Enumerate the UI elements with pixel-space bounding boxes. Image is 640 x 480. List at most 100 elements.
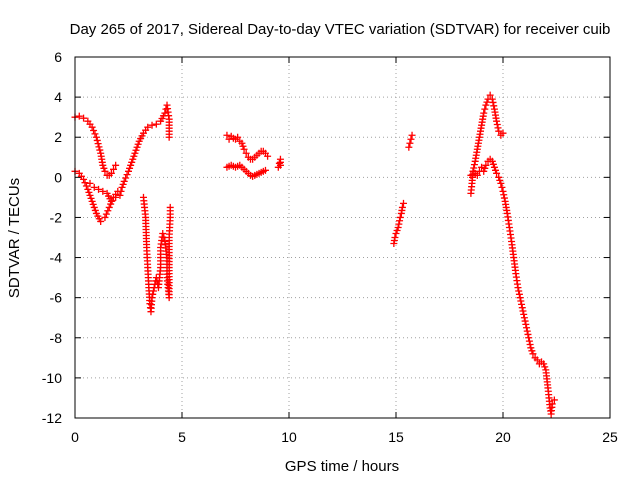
data-point-marker [523, 327, 531, 335]
data-point-marker [406, 139, 414, 147]
data-point-marker [520, 314, 528, 322]
data-point-marker [486, 91, 494, 99]
data-point-marker [92, 133, 100, 141]
data-point-marker [149, 290, 157, 298]
data-point-marker [81, 179, 89, 187]
data-point-marker [482, 101, 490, 109]
data-point-marker [120, 177, 128, 185]
data-point-marker [495, 173, 503, 181]
data-point-marker [276, 161, 284, 169]
data-point-marker [517, 297, 525, 305]
data-point-marker [93, 136, 101, 144]
data-point-marker [95, 143, 103, 151]
data-point-marker [500, 191, 508, 199]
y-tick-label: -12 [42, 410, 62, 426]
data-point-marker [97, 217, 105, 225]
data-point-marker [483, 98, 491, 106]
data-point-marker [533, 356, 541, 364]
data-point-marker [488, 95, 496, 103]
data-point-marker [144, 123, 152, 131]
data-point-marker [481, 164, 489, 172]
data-point-marker [99, 161, 107, 169]
data-point-marker [91, 206, 99, 214]
data-point-marker [89, 200, 97, 208]
data-point-marker [96, 146, 104, 154]
data-point-marker [522, 320, 530, 328]
data-point-marker [130, 152, 138, 160]
data-point-marker [104, 207, 112, 215]
chart-title: Day 265 of 2017, Sidereal Day-to-day VTE… [70, 21, 611, 38]
y-tick-label: -4 [50, 250, 63, 266]
data-point-marker [134, 140, 142, 148]
data-point-marker [148, 121, 156, 129]
data-point-marker [481, 105, 489, 113]
data-point-marker [264, 152, 272, 160]
data-point-marker [527, 344, 535, 352]
data-point-marker [496, 176, 504, 184]
data-point-marker [86, 191, 94, 199]
y-tick-label: -10 [42, 370, 62, 386]
data-point-marker [528, 347, 536, 355]
data-point-marker [515, 287, 523, 295]
data-point-marker [540, 360, 548, 368]
data-point-marker [161, 109, 169, 117]
data-point-marker [493, 169, 501, 177]
data-point-marker [101, 213, 109, 221]
data-point-marker [498, 183, 506, 191]
data-point-marker [234, 133, 242, 141]
data-point-marker [90, 127, 98, 135]
data-point-marker [408, 131, 416, 139]
data-point-marker [395, 220, 403, 228]
data-point-marker [242, 149, 250, 157]
data-point-marker [518, 304, 526, 312]
data-point-marker [478, 163, 486, 171]
data-point-marker [495, 127, 503, 135]
data-point-marker [525, 337, 533, 345]
data-point-marker [84, 185, 92, 193]
data-point-marker [85, 188, 93, 196]
data-point-marker [90, 203, 98, 211]
data-point-marker [80, 114, 88, 122]
data-point-marker [240, 145, 248, 153]
data-point-marker [521, 317, 529, 325]
data-point-marker [166, 203, 174, 211]
data-point-marker [99, 187, 107, 195]
data-point-marker [514, 284, 522, 292]
x-tick-label: 15 [388, 429, 404, 445]
data-point-marker [494, 124, 502, 132]
data-point-marker [87, 194, 95, 202]
y-tick-label: 4 [54, 89, 62, 105]
data-point-marker [107, 197, 115, 205]
data-point-marker [261, 166, 269, 174]
x-tick-label: 25 [602, 429, 618, 445]
data-point-marker [82, 182, 90, 190]
data-point-marker [396, 217, 404, 225]
y-tick-label: 2 [54, 129, 62, 145]
data-point-marker [470, 164, 478, 172]
data-point-marker [493, 117, 501, 125]
data-point-marker [149, 287, 157, 295]
data-point-marker [116, 191, 124, 199]
data-point-marker [515, 290, 523, 298]
y-tick-label: 6 [54, 49, 62, 65]
data-point-marker [550, 396, 558, 404]
data-point-marker [75, 112, 83, 120]
data-point-marker [119, 180, 127, 188]
x-tick-label: 5 [178, 429, 186, 445]
data-point-marker [490, 102, 498, 110]
data-point-marker [88, 197, 96, 205]
data-point-marker [101, 167, 109, 175]
data-point-marker [112, 193, 120, 201]
data-point-marker [94, 140, 102, 148]
data-point-marker [489, 98, 497, 106]
data-point-marker [497, 179, 505, 187]
data-point-marker [493, 121, 501, 129]
data-point-marker [112, 161, 120, 169]
y-tick-label: -2 [50, 209, 63, 225]
data-point-marker [398, 203, 406, 211]
data-point-marker [489, 160, 497, 168]
data-point-marker [80, 175, 88, 183]
data-point-marker [499, 129, 507, 137]
data-point-marker [396, 213, 404, 221]
